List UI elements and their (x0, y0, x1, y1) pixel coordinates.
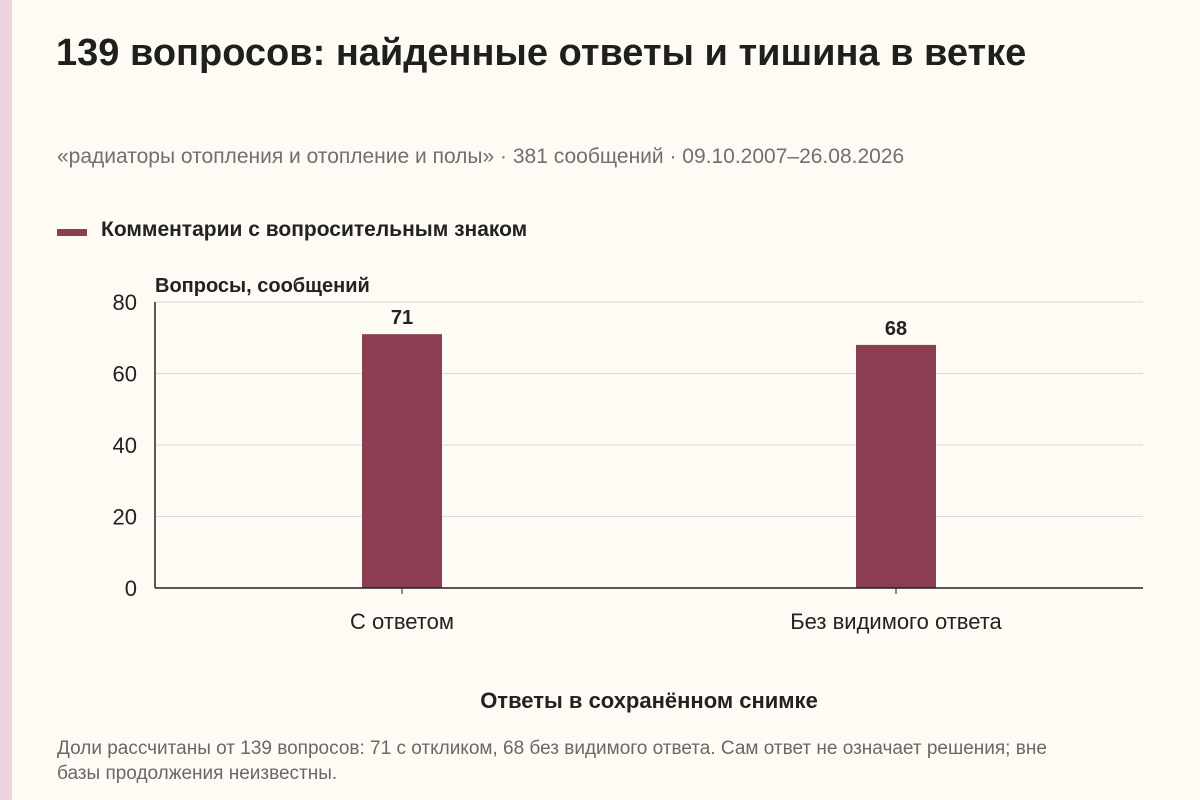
data-labels: 71 68 (391, 307, 907, 340)
y-tick-label: 40 (113, 433, 137, 458)
page-subtitle: «радиаторы отопления и отопление и полы»… (57, 145, 905, 168)
footnote: Доли рассчитаны от 139 вопросов: 71 с от… (57, 738, 1047, 784)
y-tick-label: 20 (113, 505, 137, 530)
grid-lines (155, 301, 1143, 517)
chart-legend: Комментарии с вопросительным знаком (57, 218, 527, 242)
legend-swatch (57, 228, 87, 236)
page-title: 139 вопросов: найденные ответы и тишина … (56, 32, 1027, 74)
bar (362, 334, 442, 588)
axes (154, 302, 1143, 589)
y-tick-labels: 0 20 40 60 80 (113, 290, 137, 601)
x-tick-label: С ответом (350, 609, 454, 634)
x-axis-label: Ответы в сохранённом снимке (480, 688, 818, 713)
bar (856, 344, 936, 588)
x-tick-label: Без видимого ответа (790, 609, 1002, 634)
x-tick-labels: С ответом Без видимого ответа (350, 588, 1003, 634)
y-axis-label: Вопросы, сообщений (155, 275, 370, 297)
data-label: 68 (885, 318, 907, 340)
data-label: 71 (391, 307, 413, 329)
y-tick-label: 60 (113, 362, 137, 387)
y-tick-label: 80 (113, 290, 137, 315)
bars (362, 334, 936, 588)
accent-strip (0, 0, 12, 800)
y-tick-label: 0 (125, 576, 137, 601)
legend-label: Комментарии с вопросительным знаком (101, 218, 528, 241)
